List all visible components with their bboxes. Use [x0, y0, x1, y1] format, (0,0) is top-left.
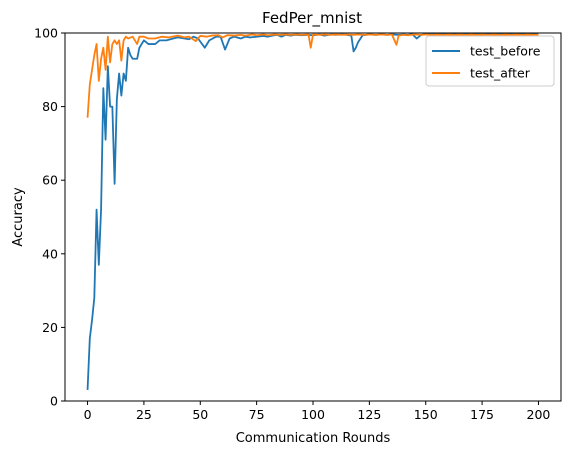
legend-label-test-after: test_after	[470, 66, 531, 81]
x-axis-label: Communication Rounds	[236, 431, 391, 446]
legend: test_before test_after	[425, 35, 555, 87]
x-tick-label: 50	[192, 407, 208, 422]
y-tick-label: 80	[42, 99, 58, 114]
x-tick-label: 175	[470, 407, 494, 422]
x-tick-label: 100	[301, 407, 325, 422]
plot-lines	[86, 32, 539, 390]
chart-title: FedPer_mnist	[262, 9, 362, 28]
x-tick-label: 125	[357, 407, 381, 422]
y-tick-label: 40	[42, 246, 58, 261]
legend-label-test-before: test_before	[470, 44, 541, 59]
y-tick-label: 0	[50, 394, 58, 409]
series-line-test-before	[86, 32, 539, 390]
x-tick-label: 0	[84, 407, 92, 422]
y-tick-label: 20	[42, 320, 58, 335]
y-axis: 0 20 40 60 80 100	[34, 26, 65, 409]
x-axis: 0 25 50 75 100 125 150 175 200	[84, 401, 551, 422]
x-tick-label: 200	[527, 407, 551, 422]
y-axis-label: Accuracy	[11, 187, 26, 247]
plot-frame	[64, 32, 562, 402]
y-tick-label: 60	[42, 173, 58, 188]
y-tick-label: 100	[34, 26, 58, 41]
x-tick-label: 75	[249, 407, 265, 422]
x-tick-label: 150	[414, 407, 438, 422]
x-tick-label: 25	[136, 407, 152, 422]
series-line-test-after	[86, 33, 539, 118]
